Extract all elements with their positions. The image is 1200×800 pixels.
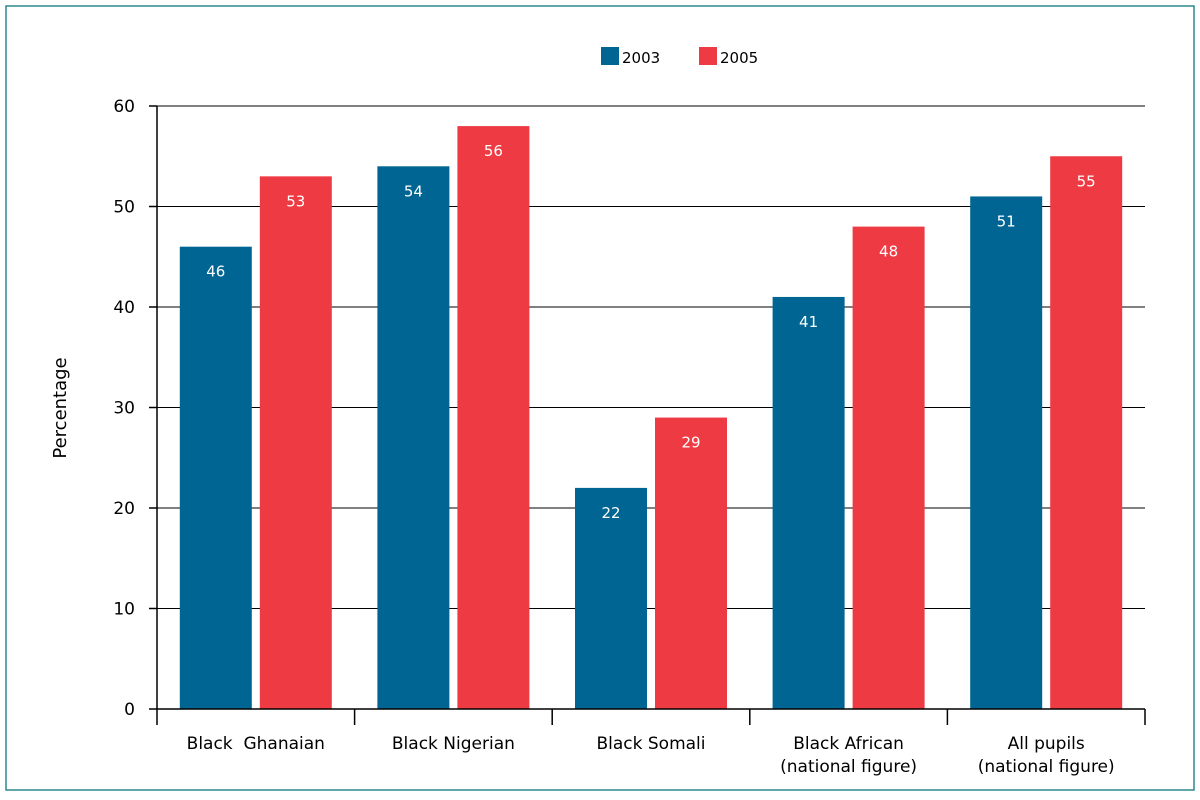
legend-swatch (601, 47, 619, 65)
x-tick-label: All pupils (1008, 734, 1085, 754)
bar-2003-2 (575, 487, 647, 709)
bar-2005-0 (259, 176, 332, 710)
x-tick-label: Black Somali (596, 734, 705, 754)
legend: 2003 2005 (601, 47, 758, 67)
y-tick-label: 0 (124, 700, 135, 720)
x-tick-label: (national figure) (978, 757, 1115, 777)
data-label: 22 (601, 504, 620, 522)
bar-2003-3 (772, 296, 845, 709)
bar-2003-1 (377, 166, 450, 710)
legend-label: 2003 (622, 49, 660, 67)
x-tick-label: (national figure) (780, 757, 917, 777)
x-tick-label: Black Nigerian (392, 734, 515, 754)
data-label: 51 (997, 212, 1016, 230)
y-tick-label: 30 (113, 399, 135, 419)
legend-label: 2005 (720, 49, 758, 67)
data-label: 55 (1077, 172, 1096, 190)
y-tick-label: 50 (113, 198, 135, 218)
bar-2005-2 (655, 417, 727, 709)
x-tick-label: Black Ghanaian (187, 734, 325, 754)
data-label: 48 (879, 243, 898, 261)
y-tick-label: 10 (113, 600, 135, 620)
bar-2003-0 (179, 246, 252, 709)
y-tick-label: 60 (113, 97, 135, 117)
data-label: 46 (206, 263, 225, 281)
bars-layer: 46 53 54 56 22 29 41 48 51 55 (179, 126, 1123, 710)
data-label: 54 (404, 182, 423, 200)
bar-2005-4 (1050, 156, 1123, 709)
legend-swatch (699, 47, 717, 65)
data-label: 56 (484, 142, 503, 160)
bar-2005-1 (457, 126, 530, 710)
frame-border (5, 5, 1195, 791)
bar-2005-3 (852, 226, 925, 709)
y-axis-title: Percentage (50, 357, 71, 458)
data-label: 29 (681, 434, 700, 452)
x-tick-label: Black African (793, 734, 904, 754)
data-label: 41 (799, 313, 818, 331)
bar-2003-4 (970, 196, 1043, 709)
y-tick-label: 40 (113, 298, 135, 318)
axis-layer: 0 10 20 30 40 50 60 Black Ghanaian Black Nigeria… (113, 97, 1146, 777)
data-label: 53 (286, 192, 305, 210)
y-tick-label: 20 (113, 499, 135, 519)
